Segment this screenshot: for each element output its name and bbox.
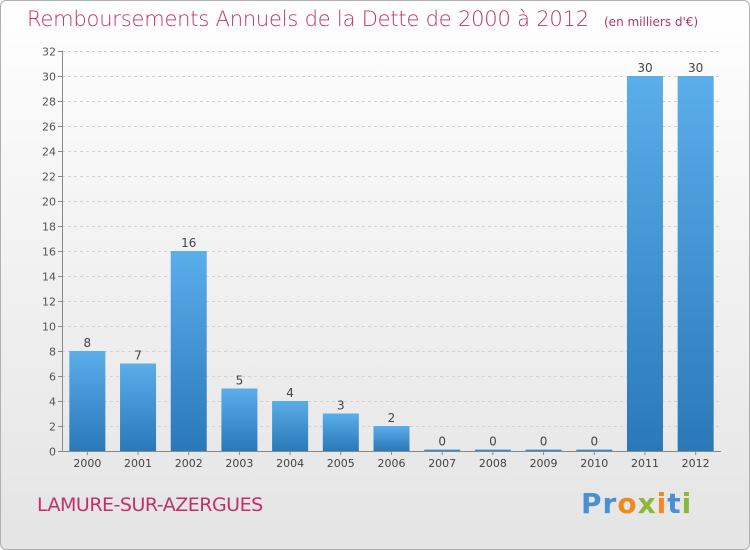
y-tick-label: 18 [42, 221, 56, 234]
data-label: 30 [688, 61, 703, 75]
y-tick-label: 22 [42, 171, 56, 184]
y-tick-label: 26 [42, 121, 56, 134]
x-tick-label: 2004 [276, 457, 304, 470]
data-label: 2 [388, 411, 396, 425]
y-tick-label: 10 [42, 321, 56, 334]
x-tick-label: 2007 [428, 457, 456, 470]
x-tick-label: 2000 [73, 457, 101, 470]
data-label: 0 [489, 435, 497, 449]
y-tick-label: 20 [42, 196, 56, 209]
y-tick-label: 8 [49, 346, 56, 359]
bar-2002 [170, 251, 207, 451]
y-tick-label: 6 [49, 371, 56, 384]
chart-title: Remboursements Annuels de la Dette de 20… [27, 7, 589, 31]
data-label: 0 [540, 435, 548, 449]
town-name: LAMURE-SUR-AZERGUES [37, 494, 263, 516]
y-tick-label: 14 [42, 271, 56, 284]
y-tick-label: 4 [49, 396, 56, 409]
data-label: 3 [337, 399, 345, 413]
bar-2000 [69, 351, 106, 451]
data-label: 4 [286, 386, 294, 400]
bar-2003 [221, 388, 258, 451]
y-tick-label: 32 [42, 46, 56, 59]
data-label: 16 [181, 236, 196, 250]
chart-title-block: Remboursements Annuels de la Dette de 20… [27, 7, 698, 31]
data-label: 5 [236, 374, 244, 388]
bar-2010 [576, 449, 613, 451]
y-tick-label: 30 [42, 71, 56, 84]
data-label: 8 [84, 336, 92, 350]
x-tick-label: 2011 [631, 457, 659, 470]
x-tick-label: 2008 [479, 457, 507, 470]
y-tick-label: 24 [42, 146, 56, 159]
y-tick-label: 28 [42, 96, 56, 109]
labels: 0246810121416182022242628303282000720011… [42, 46, 710, 471]
x-tick-label: 2006 [378, 457, 406, 470]
data-label: 0 [590, 435, 598, 449]
bar-2012 [677, 76, 714, 451]
y-tick-label: 2 [49, 421, 56, 434]
bar-2007 [424, 449, 461, 451]
chart-subtitle: (en milliers d'€) [604, 15, 699, 29]
bar-2011 [626, 76, 663, 451]
x-tick-label: 2002 [175, 457, 203, 470]
bar-2009 [525, 449, 562, 451]
x-tick-label: 2010 [580, 457, 608, 470]
x-tick-label: 2012 [682, 457, 710, 470]
bar-2006 [373, 426, 410, 451]
y-tick-label: 16 [42, 246, 56, 259]
data-label: 7 [134, 349, 142, 363]
y-tick-label: 0 [49, 446, 56, 459]
x-tick-label: 2005 [327, 457, 355, 470]
data-label: 30 [637, 61, 652, 75]
x-tick-label: 2003 [225, 457, 253, 470]
y-tick-label: 12 [42, 296, 56, 309]
bar-2001 [120, 363, 157, 451]
x-tick-label: 2001 [124, 457, 152, 470]
x-tick-label: 2009 [530, 457, 558, 470]
bar-2004 [272, 401, 309, 451]
axes [58, 51, 721, 455]
grid-lines [62, 51, 721, 452]
proxiti-logo: Proxiti [581, 487, 693, 520]
bar-2008 [474, 449, 511, 451]
bars [69, 76, 714, 451]
data-label: 0 [438, 435, 446, 449]
bar-2005 [322, 413, 359, 451]
